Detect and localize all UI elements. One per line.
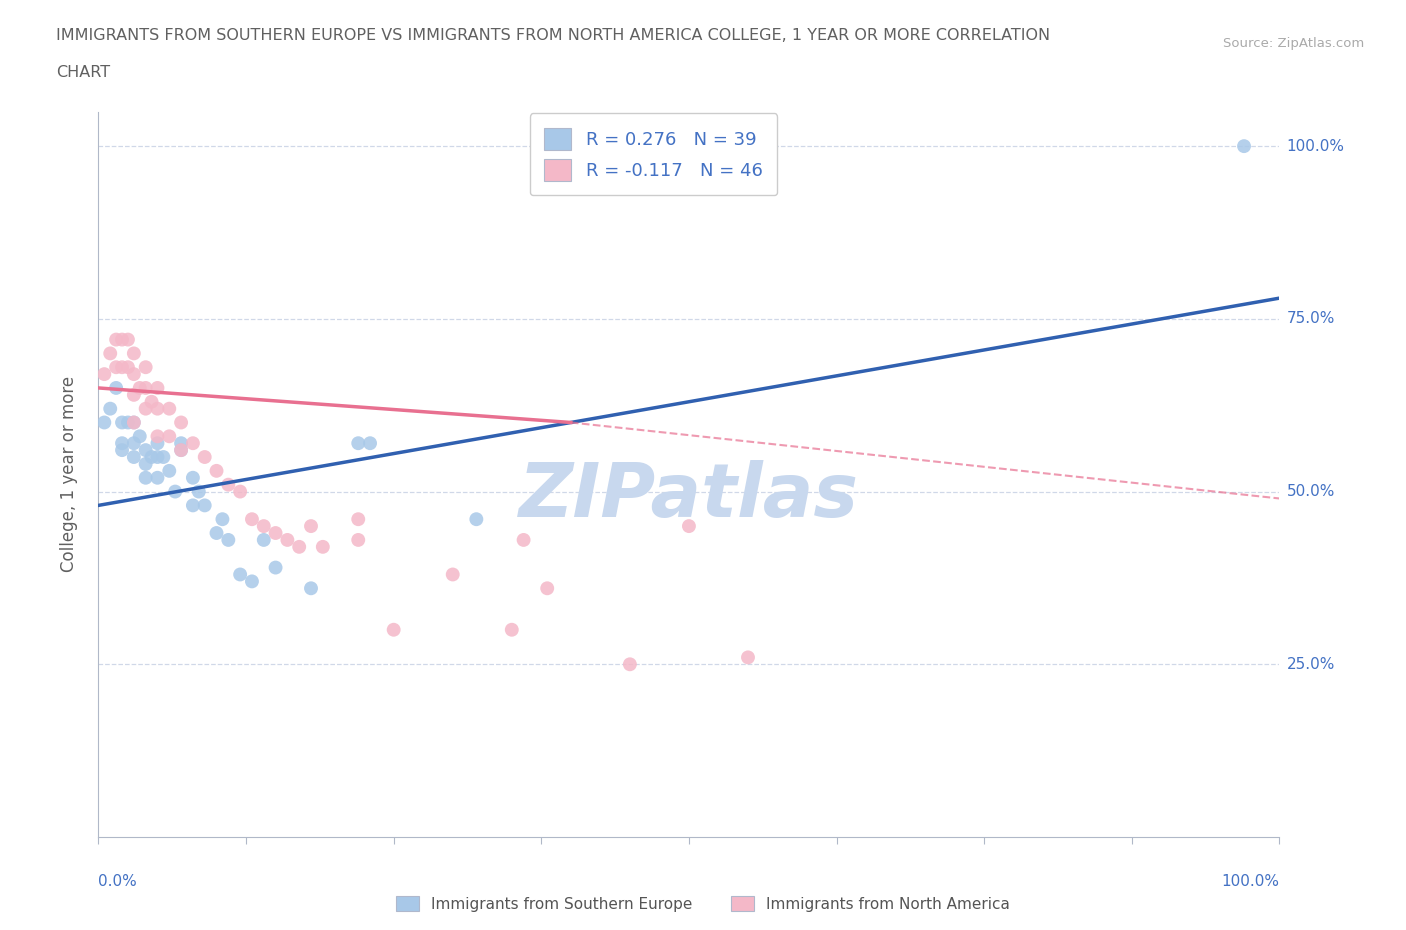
Point: [146, 449, 169, 464]
Point: [122, 436, 145, 451]
Point: [93, 415, 115, 430]
Point: [93, 366, 115, 381]
Point: [359, 436, 381, 451]
Point: [276, 533, 298, 548]
Point: [146, 429, 169, 444]
Y-axis label: College, 1 year or more: College, 1 year or more: [59, 377, 77, 572]
Point: [288, 539, 311, 554]
Point: [146, 401, 169, 416]
Point: [299, 581, 322, 596]
Point: [512, 533, 534, 548]
Point: [170, 443, 193, 458]
Point: [135, 457, 157, 472]
Point: [1233, 139, 1256, 153]
Point: [128, 380, 150, 395]
Point: [122, 346, 145, 361]
Point: [135, 401, 157, 416]
Point: [98, 346, 121, 361]
Point: [347, 436, 370, 451]
Text: ZIPatlas: ZIPatlas: [519, 459, 859, 533]
Point: [441, 567, 464, 582]
Point: [382, 622, 405, 637]
Legend: R = 0.276   N = 39, R = -0.117   N = 46: R = 0.276 N = 39, R = -0.117 N = 46: [530, 113, 778, 195]
Point: [111, 415, 134, 430]
Point: [312, 539, 335, 554]
Point: [299, 519, 322, 534]
Point: [170, 443, 193, 458]
Point: [135, 443, 157, 458]
Point: [105, 360, 128, 375]
Point: [264, 560, 287, 575]
Point: [128, 429, 150, 444]
Text: 0.0%: 0.0%: [98, 874, 138, 889]
Point: [111, 436, 134, 451]
Point: [205, 525, 228, 540]
Text: 100.0%: 100.0%: [1222, 874, 1279, 889]
Text: 50.0%: 50.0%: [1286, 485, 1334, 499]
Point: [141, 449, 163, 464]
Point: [181, 471, 204, 485]
Point: [105, 332, 128, 347]
Text: Source: ZipAtlas.com: Source: ZipAtlas.com: [1223, 37, 1364, 50]
Text: 75.0%: 75.0%: [1286, 312, 1334, 326]
Point: [536, 581, 558, 596]
Point: [152, 449, 174, 464]
Point: [253, 533, 276, 548]
Point: [678, 519, 700, 534]
Point: [98, 401, 121, 416]
Point: [347, 512, 370, 526]
Point: [217, 533, 239, 548]
Point: [194, 449, 217, 464]
Point: [117, 332, 139, 347]
Point: [181, 498, 204, 512]
Point: [619, 657, 641, 671]
Point: [146, 471, 169, 485]
Point: [264, 525, 287, 540]
Point: [347, 533, 370, 548]
Point: [122, 388, 145, 403]
Point: [157, 463, 180, 478]
Point: [135, 471, 157, 485]
Point: [501, 622, 523, 637]
Point: [229, 485, 252, 499]
Point: [117, 360, 139, 375]
Point: [122, 415, 145, 430]
Point: [165, 485, 187, 499]
Point: [111, 360, 134, 375]
Point: [117, 415, 139, 430]
Point: [170, 436, 193, 451]
Text: CHART: CHART: [56, 65, 110, 80]
Point: [737, 650, 759, 665]
Point: [146, 436, 169, 451]
Point: [217, 477, 239, 492]
Point: [141, 394, 163, 409]
Point: [240, 512, 263, 526]
Text: IMMIGRANTS FROM SOUTHERN EUROPE VS IMMIGRANTS FROM NORTH AMERICA COLLEGE, 1 YEAR: IMMIGRANTS FROM SOUTHERN EUROPE VS IMMIG…: [56, 28, 1050, 43]
Text: 25.0%: 25.0%: [1286, 657, 1334, 671]
Point: [170, 415, 193, 430]
Point: [122, 366, 145, 381]
Point: [122, 415, 145, 430]
Point: [211, 512, 233, 526]
Point: [135, 360, 157, 375]
Point: [135, 380, 157, 395]
Point: [253, 519, 276, 534]
Point: [240, 574, 263, 589]
Point: [146, 380, 169, 395]
Point: [111, 443, 134, 458]
Point: [157, 401, 180, 416]
Point: [111, 332, 134, 347]
Point: [157, 429, 180, 444]
Legend: Immigrants from Southern Europe, Immigrants from North America: Immigrants from Southern Europe, Immigra…: [389, 889, 1017, 918]
Point: [122, 449, 145, 464]
Point: [229, 567, 252, 582]
Point: [194, 498, 217, 512]
Point: [187, 485, 209, 499]
Point: [181, 436, 204, 451]
Point: [105, 380, 128, 395]
Text: 100.0%: 100.0%: [1286, 139, 1344, 153]
Point: [465, 512, 488, 526]
Point: [205, 463, 228, 478]
